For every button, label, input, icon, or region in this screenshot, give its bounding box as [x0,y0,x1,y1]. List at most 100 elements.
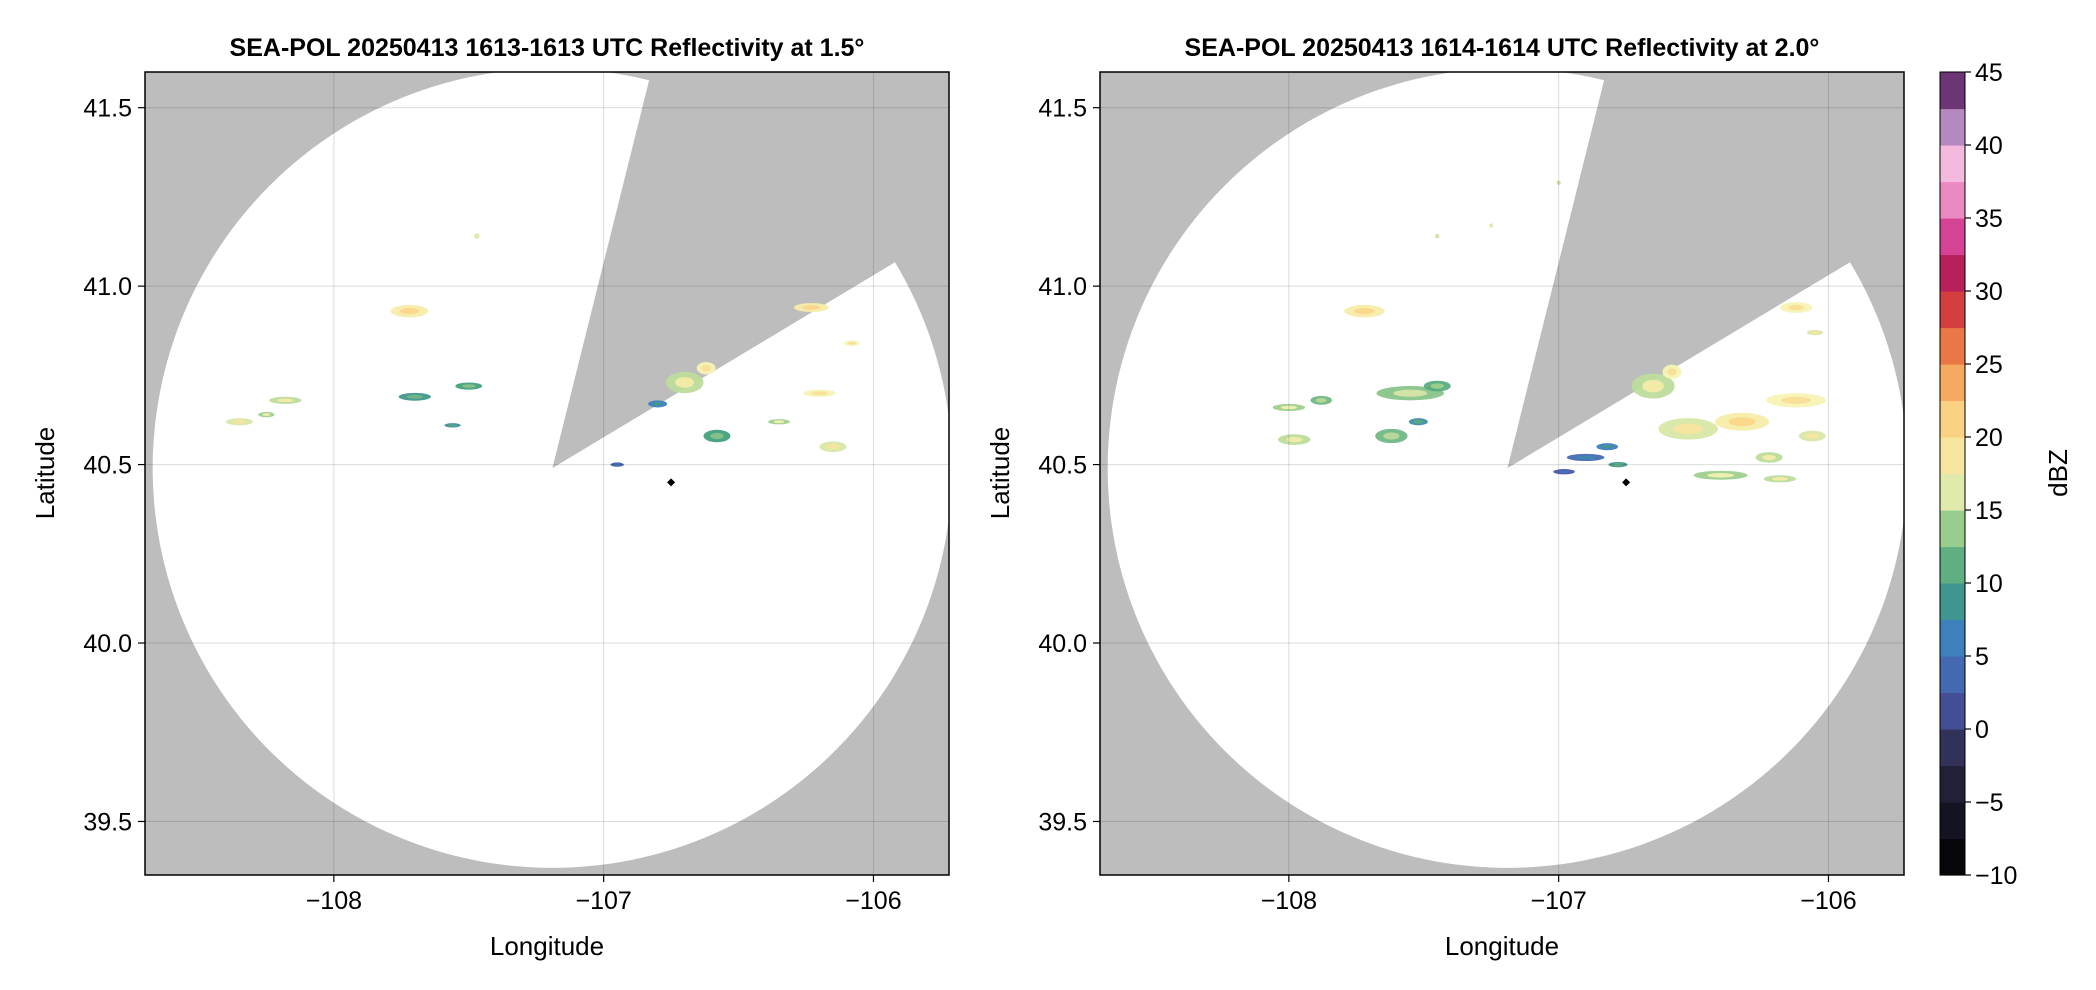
left-y-axis-label: Latitude [30,427,60,520]
right-echo-core-6 [1383,432,1400,440]
colorbar-band-21 [1940,72,1965,110]
right-site-marker [1622,478,1631,487]
colorbar-band-5 [1940,656,1965,694]
right-echo-core-22 [1810,331,1820,334]
colorbar: −10 −5 0 5 10 15 20 25 30 35 40 45 dBZ [1939,59,2073,890]
left-ytick-label-4: 41.5 [83,95,132,123]
right-ytick-label-0: 39.5 [1038,808,1087,836]
colorbar-band-4 [1940,692,1965,730]
left-echo-core-16 [847,341,856,345]
right-echo-core-11 [1728,417,1756,427]
right-xtick-label-2: −106 [1800,887,1856,915]
left-y-ticks: 39.5 40.0 40.5 41.0 41.5 [83,95,145,836]
left-x-axis-label: Longitude [490,931,604,961]
colorbar-band-11 [1940,437,1965,475]
colorbar-label: dBZ [2043,449,2073,497]
right-echo-core-21 [1787,304,1805,311]
colorbar-band-14 [1940,327,1965,365]
left-radar-panel: SEA-POL 20250413 1613-1613 UTC Reflectiv… [30,34,950,961]
right-ytick-label-2: 40.5 [1038,452,1087,480]
left-reflectivity-echoes [225,233,860,467]
right-plot-area [1100,72,1904,875]
colorbar-tick-label-9: 35 [1975,205,2003,233]
right-echo-core-1 [1393,389,1428,397]
right-echo-core-19 [1558,470,1570,474]
right-x-axis-label: Longitude [1445,931,1559,961]
right-echo-core-15 [1707,473,1735,478]
colorbar-band-0 [1940,838,1965,876]
colorbar-band-9 [1940,510,1965,548]
left-xtick-label-0: −108 [306,887,362,915]
colorbar-band-8 [1940,546,1965,584]
right-echo-core-12 [1781,396,1811,404]
right-echo-core-2 [1430,383,1444,389]
right-radar-coverage [1107,72,1904,868]
left-echo-core-15 [802,305,821,310]
colorbar-tick-label-10: 40 [1975,132,2003,160]
colorbar-band-20 [1940,108,1965,146]
colorbar-band-6 [1940,619,1965,657]
left-echo-core-11 [710,432,724,440]
right-ytick-label-4: 41.5 [1038,95,1087,123]
left-plot-frame [144,71,950,876]
colorbar-tick-label-4: 10 [1975,570,2003,598]
right-x-ticks: −108 −107 −106 [1261,875,1857,915]
left-radar-coverage [152,72,949,868]
left-xtick-label-1: −107 [576,887,632,915]
right-xtick-label-0: −108 [1261,887,1317,915]
colorbar-ticks: −10 −5 0 5 10 15 20 25 30 35 40 45 [1965,59,2017,890]
left-echo-core-5 [262,413,271,416]
right-echo-core-0 [1354,307,1375,315]
left-site-marker [667,478,676,487]
right-echo-core-24 [1490,224,1493,227]
colorbar-band-7 [1940,583,1965,621]
right-ytick-label-1: 40.0 [1038,630,1087,658]
right-echo-core-13 [1805,433,1820,439]
left-gridlines [145,72,949,875]
colorbar-bands [1940,72,1965,876]
right-echo-core-3 [1315,398,1327,403]
right-panel-title: SEA-POL 20250413 1614-1614 UTC Reflectiv… [1185,34,1820,62]
colorbar-tick-label-6: 20 [1975,424,2003,452]
left-echo-core-6 [448,424,457,427]
colorbar-band-15 [1940,291,1965,329]
right-echo-core-9 [1667,368,1677,376]
left-echo-core-0 [399,307,419,315]
right-y-ticks: 39.5 40.0 40.5 41.0 41.5 [1038,95,1100,836]
right-radar-site-marker [1622,478,1631,487]
right-radar-panel: SEA-POL 20250413 1614-1614 UTC Reflectiv… [985,34,1905,961]
right-echo-core-10 [1673,423,1704,435]
left-xtick-label-2: −106 [845,887,901,915]
colorbar-tick-label-11: 45 [1975,59,2003,87]
colorbar-band-2 [1940,765,1965,803]
right-xtick-label-1: −107 [1531,887,1587,915]
colorbar-tick-label-8: 30 [1975,278,2003,306]
left-ytick-label-0: 39.5 [83,808,132,836]
right-y-axis-label: Latitude [985,427,1015,520]
right-echo-core-14 [1762,454,1776,461]
left-echo-core-3 [277,398,294,403]
right-ytick-label-3: 41.0 [1038,273,1087,301]
left-echo-core-2 [406,394,423,399]
colorbar-tick-label-3: 5 [1975,643,1989,671]
left-echo-core-4 [232,419,247,424]
colorbar-tick-label-7: 25 [1975,351,2003,379]
colorbar-band-17 [1940,218,1965,256]
colorbar-tick-label-2: 0 [1975,716,1989,744]
right-echo-core-8 [1642,379,1664,393]
right-plot-frame [1099,71,1905,876]
colorbar-band-16 [1940,254,1965,292]
left-radar-site-marker [667,478,676,487]
left-echo-core-12 [773,420,785,424]
colorbar-band-12 [1940,400,1965,438]
right-echo-core-17 [1601,444,1613,449]
colorbar-band-1 [1940,802,1965,840]
left-echo-core-14 [826,444,840,450]
left-echo-core-13 [811,391,828,395]
right-reflectivity-echoes [1272,180,1826,483]
left-echo-core-8 [675,377,695,388]
left-panel-title: SEA-POL 20250413 1613-1613 UTC Reflectiv… [230,34,865,62]
right-echo-core-20 [1613,463,1623,466]
colorbar-frame [1939,71,1966,876]
